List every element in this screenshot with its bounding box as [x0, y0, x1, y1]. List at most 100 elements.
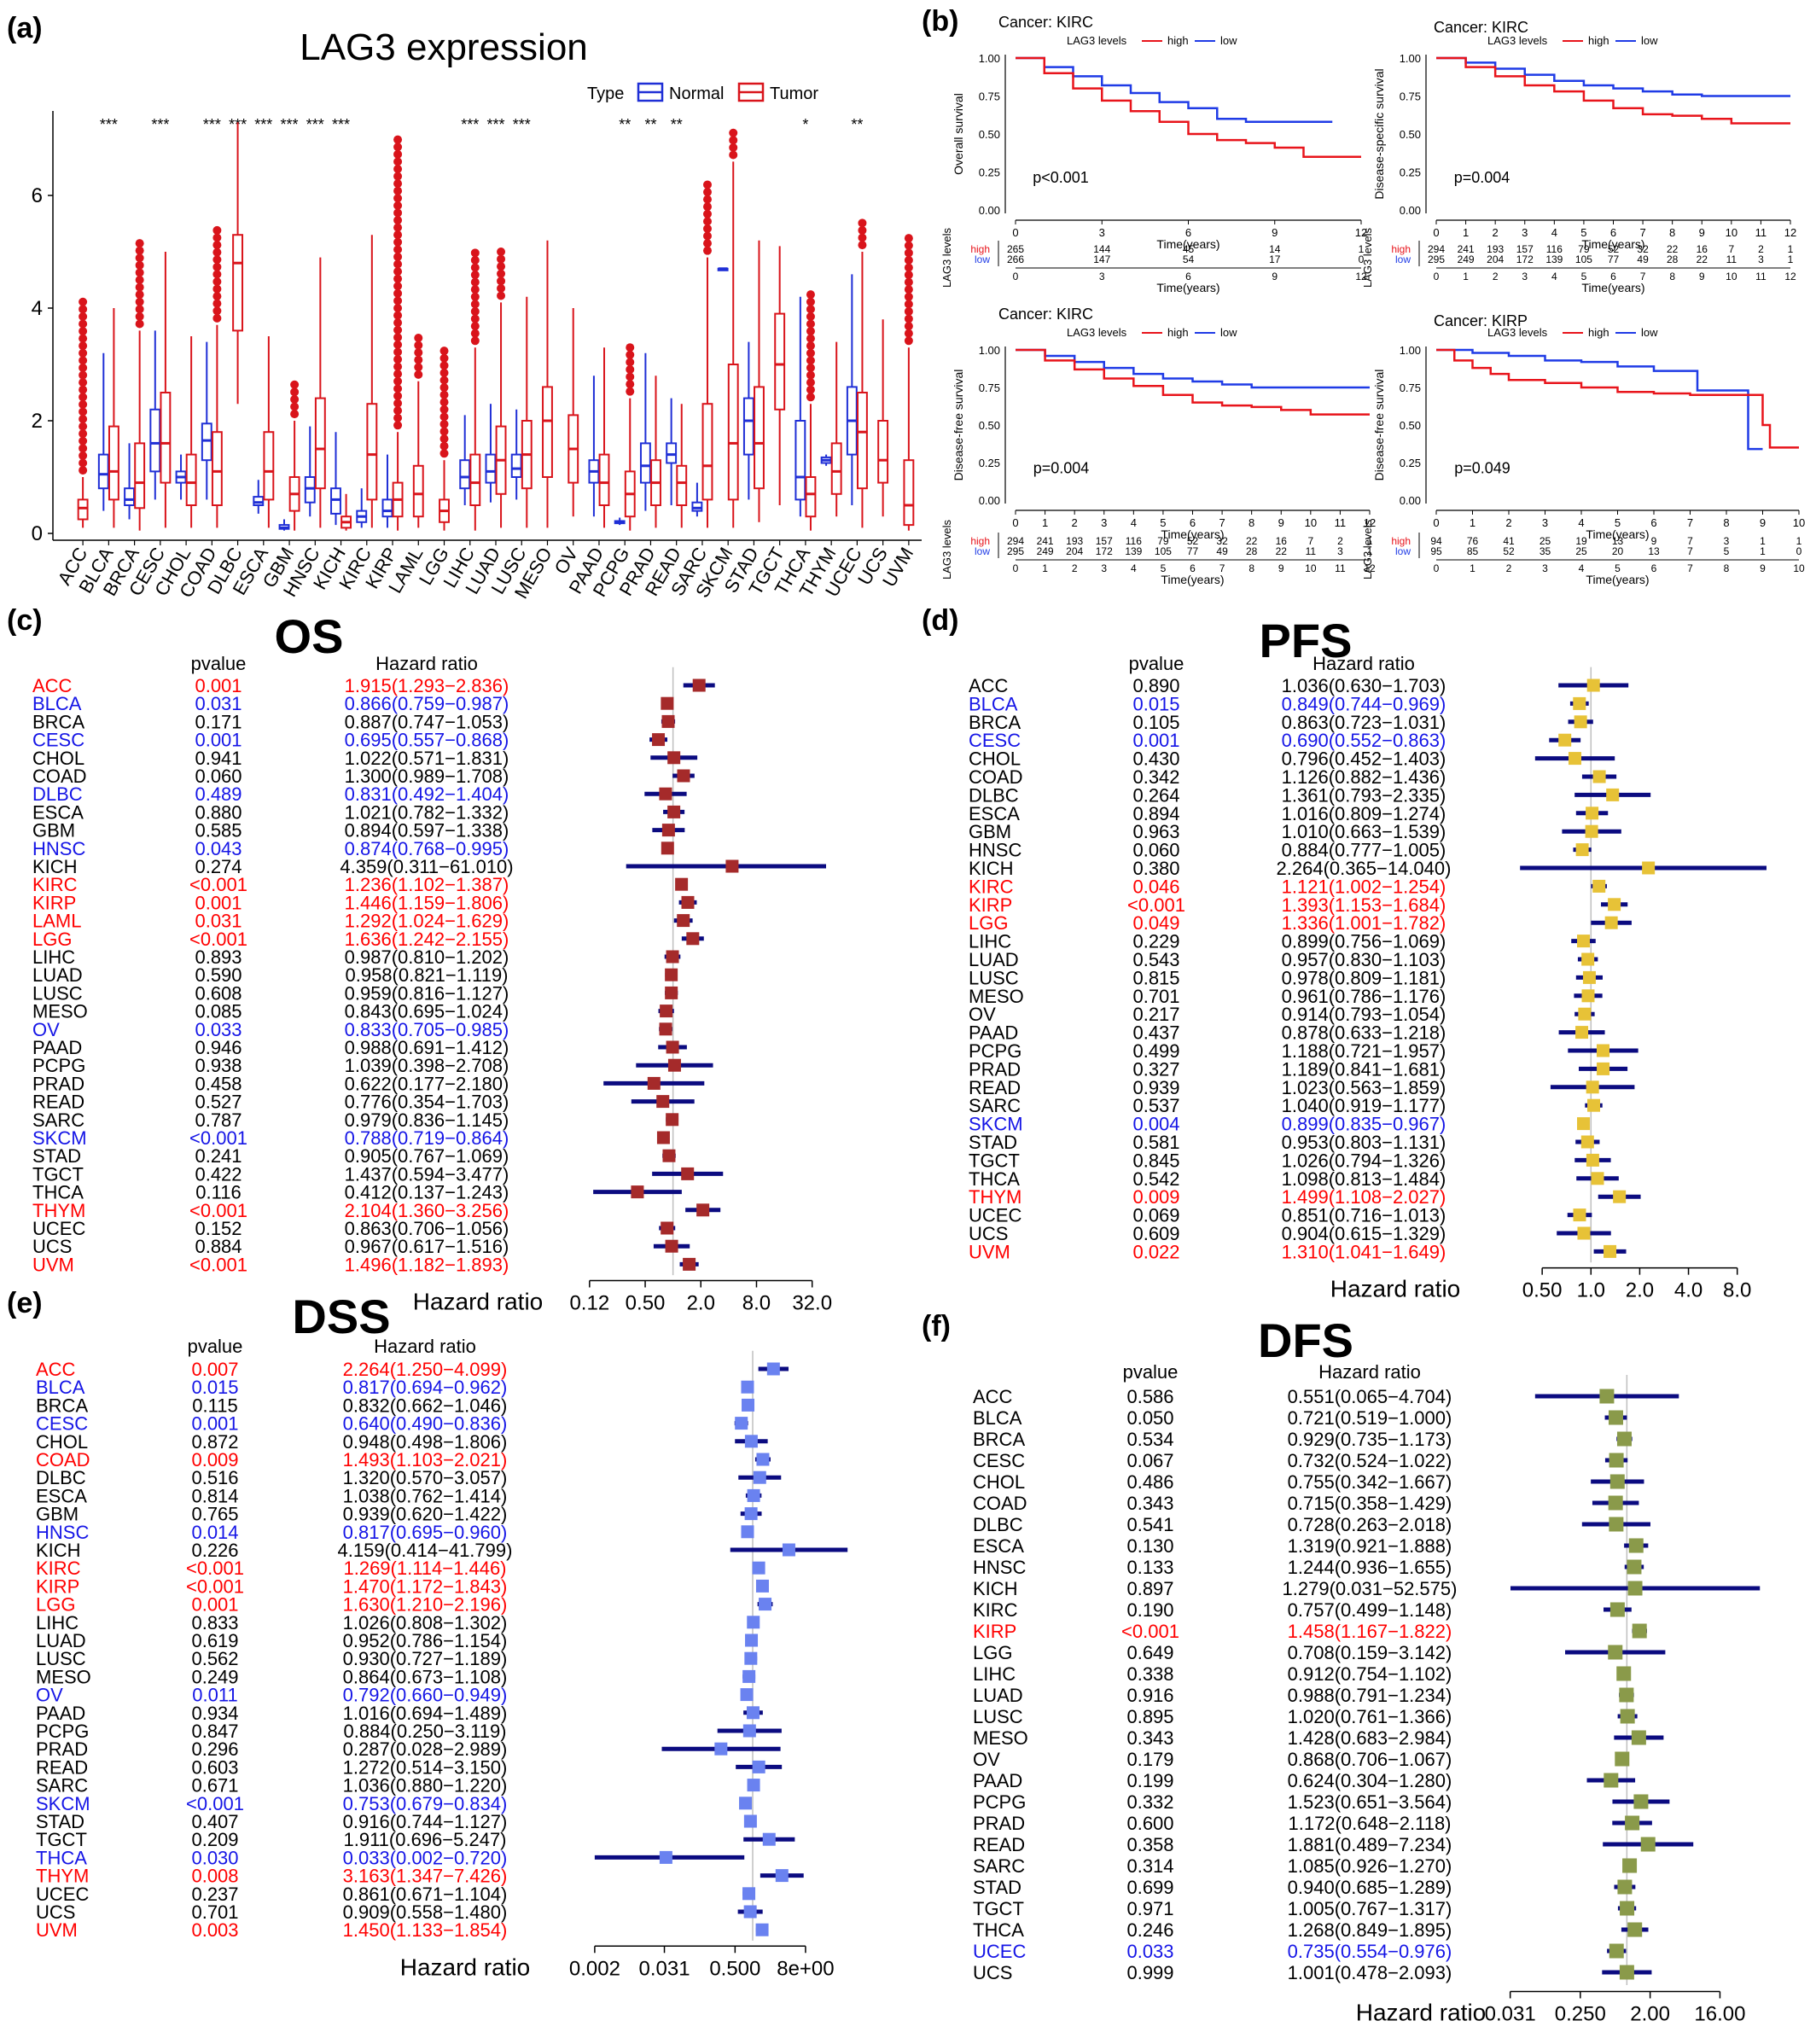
row-hazard-ratio: 0.959(0.816−1.127): [345, 982, 509, 1004]
outlier-point: [79, 348, 88, 358]
outlier-point: [904, 306, 913, 316]
outlier-point: [212, 241, 222, 250]
row-hazard-ratio: 0.940(0.685−1.289): [1288, 1877, 1452, 1898]
survival-y-tick-label: 0.50: [1400, 419, 1421, 432]
risk-x-tick-label: 0: [1434, 562, 1440, 574]
tumor-box: [314, 397, 326, 490]
forest-x-tick-label: 1.0: [1577, 1279, 1605, 1302]
row-hazard-ratio: 1.470(1.172−1.843): [343, 1575, 508, 1597]
survival-y-tick-label: 0.75: [1400, 381, 1421, 394]
row-hazard-ratio: 1.244(0.936−1.655): [1288, 1557, 1452, 1578]
outlier-point: [393, 237, 403, 247]
survival-title: Cancer: KIRP: [1434, 312, 1528, 329]
hazard-ratio-marker: [692, 678, 706, 692]
survival-x-tick-label: 2: [1072, 516, 1078, 529]
row-cancer-name: LUAD: [969, 949, 1019, 970]
row-hazard-ratio: 1.292(1.024−1.629): [345, 911, 509, 932]
survival-x-tick-label: 8: [1669, 226, 1675, 239]
risk-x-tick-label: 8: [1724, 562, 1730, 574]
hazard-ratio-marker: [1617, 1879, 1633, 1895]
forest-title: DSS: [292, 1290, 390, 1343]
survival-y-tick-label: 0.00: [979, 494, 1000, 507]
forest-x-tick-label: 0.002: [569, 1957, 620, 1980]
row-hazard-ratio: 1.630(1.210−2.196): [343, 1594, 508, 1616]
outlier-point: [858, 218, 867, 228]
outlier-point: [497, 262, 506, 271]
row-pvalue: 0.586: [1126, 1386, 1173, 1407]
outlier-point: [393, 216, 403, 225]
row-pvalue: 0.699: [1126, 1877, 1173, 1898]
row-cancer-name: ESCA: [973, 1535, 1024, 1557]
risk-x-tick-label: 3: [1101, 562, 1107, 574]
risk-table-label: LAG3 levels: [940, 519, 953, 579]
forest-x-tick-label: 32.0: [792, 1291, 832, 1314]
row-pvalue: 0.946: [195, 1037, 242, 1058]
risk-x-tick-label: 10: [1305, 562, 1317, 574]
outlier-point: [79, 422, 88, 431]
row-hazard-ratio: 0.721(0.519−1.000): [1288, 1407, 1452, 1429]
normal-box: [639, 442, 651, 484]
outlier-point: [729, 143, 738, 152]
outlier-point: [806, 297, 815, 306]
row-cancer-name: KIRP: [36, 1575, 79, 1597]
survival-x-label: Time(years): [1156, 237, 1219, 251]
row-pvalue: 0.199: [1126, 1770, 1173, 1791]
survival-x-tick-label: 4: [1578, 516, 1584, 529]
hazard-ratio-marker: [661, 714, 675, 728]
row-pvalue: 0.226: [191, 1540, 238, 1561]
survival-x-tick-label: 6: [1650, 516, 1656, 529]
outlier-point: [702, 224, 712, 233]
hazard-ratio-marker: [1592, 770, 1606, 783]
row-pvalue: 0.049: [1132, 912, 1179, 934]
outlier-point: [904, 336, 913, 346]
survival-y-label: Overall survival: [952, 93, 965, 175]
row-hazard-ratio: 1.268(0.849−1.895): [1288, 1919, 1452, 1941]
row-hazard-ratio: 0.715(0.358−1.429): [1288, 1493, 1452, 1514]
row-pvalue: 0.765: [191, 1504, 238, 1525]
normal-box: [742, 397, 754, 456]
survival-pvalue: p=0.004: [1033, 459, 1090, 476]
hazard-ratio-marker: [1632, 1623, 1647, 1639]
y-tick-label: 6: [32, 184, 43, 207]
hazard-ratio-marker: [1608, 1495, 1623, 1511]
outlier-point: [858, 225, 867, 235]
risk-x-label: Time(years): [1586, 573, 1649, 586]
row-hazard-ratio: 0.953(0.803−1.131): [1282, 1132, 1446, 1153]
forest-x-tick-label: 0.031: [1485, 2003, 1536, 2026]
legend-label-high: high: [1167, 326, 1189, 339]
hazard-ratio-marker: [756, 1453, 770, 1466]
risk-row-label-low: low: [1395, 253, 1411, 265]
row-pvalue: 0.133: [1126, 1557, 1173, 1578]
row-pvalue: 0.542: [1132, 1168, 1179, 1190]
outlier-point: [439, 441, 449, 451]
row-cancer-name: ACC: [969, 675, 1009, 696]
row-cancer-name: UCS: [973, 1962, 1012, 1983]
hazard-ratio-header: Hazard ratio: [374, 1336, 476, 1357]
outlier-point: [858, 241, 867, 250]
tumor-box: [160, 392, 172, 484]
risk-count-high: 22: [1667, 243, 1679, 255]
hazard-ratio-marker: [666, 1113, 679, 1127]
outlier-point: [212, 255, 222, 265]
row-pvalue: 0.787: [195, 1109, 242, 1131]
outlier-point: [135, 297, 144, 306]
outlier-point: [393, 267, 403, 277]
row-cancer-name: CHOL: [969, 748, 1021, 770]
row-cancer-name: UVM: [969, 1241, 1010, 1262]
outlier-point: [212, 313, 222, 323]
outlier-point: [626, 358, 635, 367]
outlier-point: [212, 284, 222, 294]
survival-x-tick-label: 1: [1042, 516, 1048, 529]
row-cancer-name: UCS: [36, 1901, 75, 1923]
row-pvalue: 0.085: [195, 1001, 242, 1022]
normal-box: [485, 453, 497, 484]
hazard-ratio-marker: [681, 1167, 695, 1180]
row-cancer-name: HNSC: [32, 838, 85, 859]
hazard-ratio-marker: [1620, 1709, 1635, 1724]
row-pvalue: <0.001: [189, 1254, 247, 1275]
survival-curve-low: [1436, 348, 1763, 451]
row-pvalue: 0.130: [1126, 1535, 1173, 1557]
row-cancer-name: SKCM: [32, 1127, 87, 1149]
row-hazard-ratio: 1.272(0.514−3.150): [343, 1756, 508, 1778]
hazard-ratio-marker: [742, 1887, 756, 1901]
